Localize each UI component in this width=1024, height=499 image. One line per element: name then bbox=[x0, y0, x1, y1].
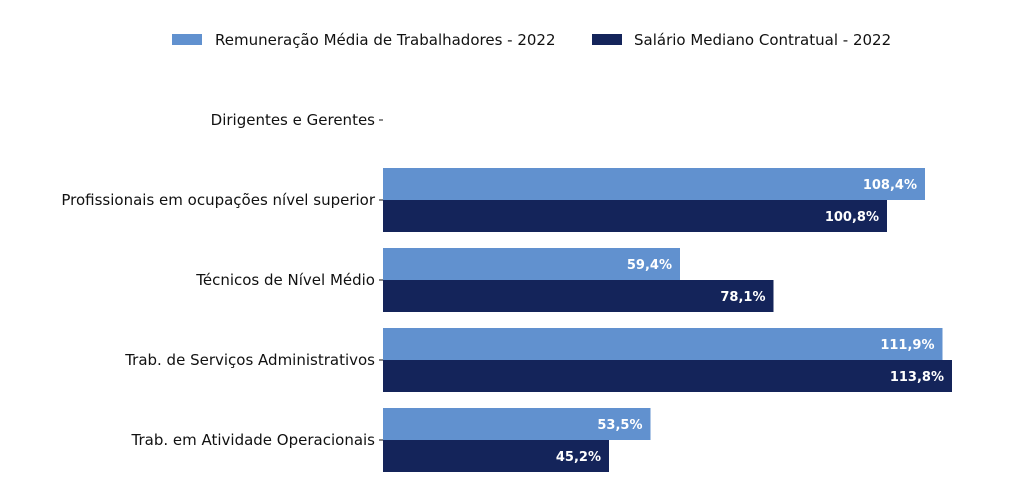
bar-value-label: 111,9% bbox=[880, 338, 934, 353]
legend-label-2: Salário Mediano Contratual - 2022 bbox=[634, 31, 891, 49]
bar-series2-4 bbox=[383, 360, 952, 392]
bar-value-label: 59,4% bbox=[627, 258, 672, 273]
bar-series1-5 bbox=[383, 408, 651, 440]
bar-value-label: 45,2% bbox=[556, 450, 601, 465]
bar-value-label: 100,8% bbox=[825, 210, 879, 225]
category-label: Dirigentes e Gerentes bbox=[211, 111, 376, 129]
category-label: Trab. de Serviços Administrativos bbox=[124, 351, 375, 369]
bar-series2-2 bbox=[383, 200, 887, 232]
bar-value-label: 53,5% bbox=[597, 418, 642, 433]
category-label: Profissionais em ocupações nível superio… bbox=[61, 191, 375, 209]
category-axis: Dirigentes e Gerentes Profissionais em oc… bbox=[61, 111, 383, 449]
chart-legend: Remuneração Média de Trabalhadores - 202… bbox=[172, 31, 891, 49]
bar-series2-3 bbox=[383, 280, 774, 312]
bar-value-label: 108,4% bbox=[863, 178, 917, 193]
value-labels: 108,4% 59,4% 111,9% 53,5% 100,8% 78,1% 113,8% 4… bbox=[556, 178, 944, 465]
bar-value-label: 78,1% bbox=[720, 290, 765, 305]
legend-swatch-2 bbox=[592, 34, 622, 45]
legend-label-1: Remuneração Média de Trabalhadores - 202… bbox=[215, 31, 556, 49]
legend-swatch-1 bbox=[172, 34, 202, 45]
bar-group bbox=[383, 168, 952, 472]
bar-series2-5 bbox=[383, 440, 609, 472]
bar-series1-2 bbox=[383, 168, 925, 200]
category-label: Trab. em Atividade Operacionais bbox=[131, 431, 376, 449]
bar-value-label: 113,8% bbox=[890, 370, 944, 385]
bar-series1-4 bbox=[383, 328, 943, 360]
category-label: Técnicos de Nível Médio bbox=[195, 271, 375, 289]
bar-series1-3 bbox=[383, 248, 680, 280]
